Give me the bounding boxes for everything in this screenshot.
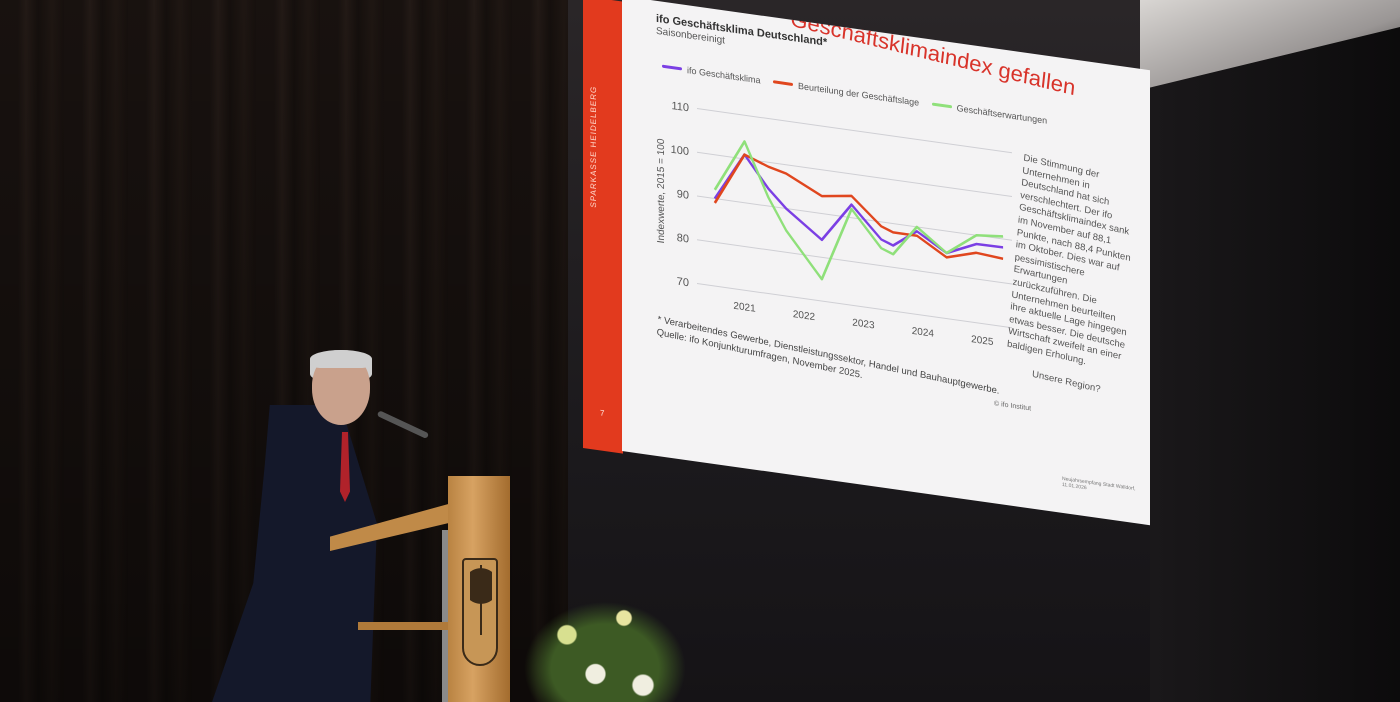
x-tick-label: 2025	[971, 334, 994, 348]
legend-label: Geschäftserwartungen	[956, 102, 1048, 126]
legend-label: ifo Geschäftsklima	[687, 64, 761, 85]
slide-paragraph: Die Stimmung der Unternehmen in Deutschl…	[1006, 152, 1132, 368]
page-number: 7	[600, 408, 605, 419]
legend-swatch	[662, 64, 682, 71]
stage-wall	[1150, 0, 1400, 702]
line-chart: 110 100 90 80 70 Indexwerte, 2015 = 100 2021 20…	[656, 100, 1012, 348]
podium-shelf	[358, 622, 448, 630]
gridline	[697, 108, 1012, 154]
slide-footer: Neujahrsempfang Stadt Walldorf, 11.01.20…	[1062, 475, 1136, 493]
legend-swatch	[931, 102, 952, 109]
crest-tree	[470, 565, 492, 635]
legend-item: Geschäftserwartungen	[931, 99, 1048, 126]
y-tick-label: 100	[671, 144, 689, 159]
gridline	[697, 151, 1012, 198]
x-tick-label: 2021	[733, 301, 756, 315]
podium-stand	[442, 530, 450, 702]
y-tick-label: 90	[677, 188, 689, 202]
gridline	[697, 195, 1012, 241]
flower-arrangement	[510, 590, 700, 702]
gridline	[697, 283, 1012, 329]
legend-item: Beurteilung der Geschäftslage	[773, 77, 920, 108]
y-axis-label: Indexwerte, 2015 = 100	[656, 138, 667, 245]
series-line	[713, 153, 1004, 260]
slide-brand-strip: SPARKASSE HEIDELBERG 7	[583, 0, 623, 454]
legend-label: Beurteilung der Geschäftslage	[798, 80, 920, 108]
brand-label: SPARKASSE HEIDELBERG	[589, 85, 598, 209]
presentation-slide: Geschäftsklimaindex gefallen ifo Geschäf…	[622, 0, 1150, 526]
region-question: Unsere Region?	[1031, 368, 1102, 396]
y-tick-label: 80	[677, 232, 689, 246]
x-tick-label: 2024	[912, 326, 935, 340]
copyright: © ifo Institut	[994, 400, 1032, 413]
gridline	[697, 239, 1012, 285]
legend-item: ifo Geschäftsklima	[662, 61, 761, 85]
series-line	[713, 140, 1004, 281]
speaker-hair-top	[310, 350, 372, 368]
x-tick-label: 2023	[852, 317, 875, 331]
legend-swatch	[773, 80, 794, 87]
speaker-tie	[340, 432, 350, 502]
y-tick-label: 70	[677, 276, 689, 290]
y-tick-label: 110	[671, 100, 689, 114]
x-tick-label: 2022	[793, 309, 816, 323]
